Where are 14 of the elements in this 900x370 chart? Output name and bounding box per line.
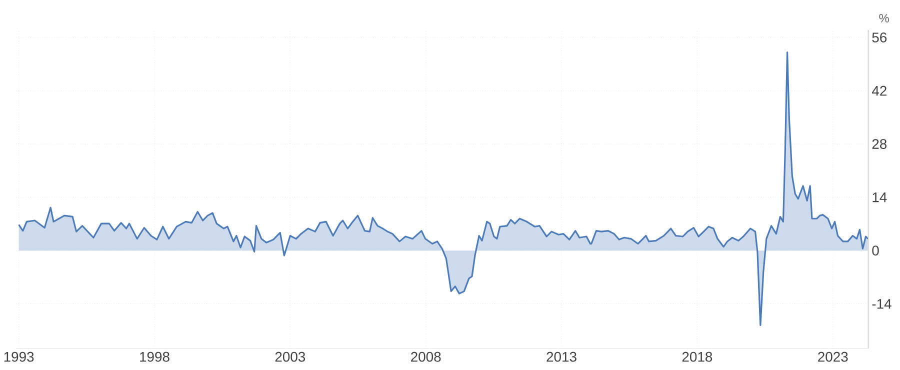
x-tick-label: 2023 bbox=[818, 352, 848, 362]
y-tick-label: 14 bbox=[872, 192, 887, 202]
y-tick-label: 42 bbox=[872, 86, 886, 96]
x-tick-label: 2003 bbox=[275, 352, 306, 362]
y-tick-label: -14 bbox=[872, 298, 892, 309]
x-tick-label: 2013 bbox=[546, 352, 576, 362]
x-tick-label: 2018 bbox=[682, 352, 712, 362]
y-tick-label: 0 bbox=[872, 246, 879, 256]
y-tick-label: 56 bbox=[872, 32, 887, 42]
y-tick-label: 28 bbox=[872, 138, 887, 149]
x-tick-label: 1998 bbox=[140, 352, 170, 362]
y-axis-title: % bbox=[879, 14, 889, 22]
x-tick-label: 2008 bbox=[411, 352, 441, 362]
x-tick-label: 1993 bbox=[4, 352, 34, 362]
